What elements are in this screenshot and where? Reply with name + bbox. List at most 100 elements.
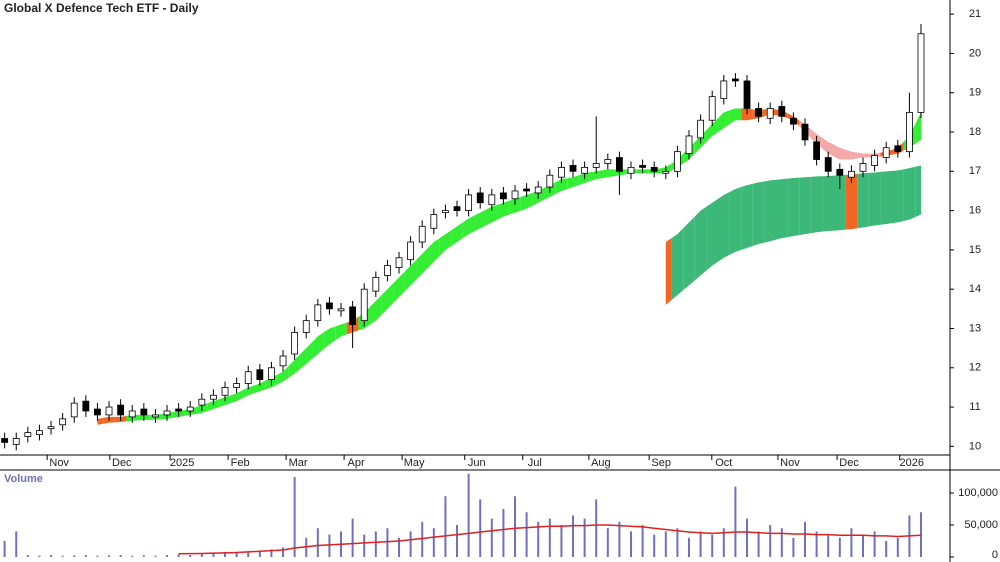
volume-bar xyxy=(73,555,76,557)
y-tick-label: 13 xyxy=(969,322,981,334)
candle-body xyxy=(82,400,90,412)
candle-body xyxy=(349,306,357,325)
candle-body xyxy=(337,308,345,312)
candle-body xyxy=(604,159,612,164)
volume-bar xyxy=(537,521,540,557)
candle-body xyxy=(488,194,496,206)
volume-bar xyxy=(84,555,87,557)
candle-body xyxy=(732,78,739,82)
volume-bar xyxy=(363,534,366,557)
band-segment xyxy=(915,165,922,218)
y-tick-label: 16 xyxy=(969,205,981,217)
candle-body xyxy=(268,367,275,380)
band-segment xyxy=(752,181,765,246)
candle-body xyxy=(210,394,217,400)
candle-body xyxy=(801,123,809,141)
candle-body xyxy=(720,80,728,100)
candle-body xyxy=(128,410,136,418)
volume-bar xyxy=(282,547,285,557)
band-segment xyxy=(706,118,719,142)
candle-body xyxy=(117,404,125,416)
volume-bar xyxy=(96,555,99,557)
candle-body xyxy=(186,406,194,412)
volume-bar xyxy=(38,555,41,557)
volume-bar xyxy=(293,477,296,557)
band-segment xyxy=(288,354,301,378)
candle-body xyxy=(256,369,264,380)
x-tick-label: Apr xyxy=(348,457,365,469)
volume-bar xyxy=(444,496,447,557)
candle-body xyxy=(882,147,890,158)
volume-bar xyxy=(804,521,807,557)
x-tick-label: 2026 xyxy=(899,457,923,469)
candle-body xyxy=(453,206,461,212)
volume-bar xyxy=(896,537,899,557)
candle-body xyxy=(152,414,159,418)
volume-bar xyxy=(108,555,111,557)
candle-body xyxy=(790,117,797,125)
band-segment xyxy=(729,108,742,125)
volume-bar xyxy=(189,555,192,557)
band-segment xyxy=(764,179,777,243)
volume-bar xyxy=(409,531,412,557)
volume-bar xyxy=(664,531,667,557)
x-tick-label: Nov xyxy=(780,457,800,469)
band-segment xyxy=(857,152,869,159)
band-segment xyxy=(602,169,614,179)
band-segment xyxy=(822,175,835,232)
band-segment xyxy=(799,176,811,236)
y-tick-label: 18 xyxy=(969,126,981,138)
band-segment xyxy=(370,295,382,325)
band-segment xyxy=(462,215,475,239)
volume-bar xyxy=(618,521,621,557)
candle-body xyxy=(824,157,832,172)
candle-body xyxy=(836,168,844,176)
candle-body xyxy=(36,430,43,435)
volume-bar xyxy=(212,553,215,557)
band-segment xyxy=(381,283,394,315)
band-segment xyxy=(428,238,440,268)
candle-body xyxy=(917,33,925,113)
candle-body xyxy=(662,170,670,174)
x-tick-label: Nov xyxy=(49,457,69,469)
volume-bar xyxy=(734,486,737,557)
volume-bar xyxy=(827,534,830,557)
candle-body xyxy=(24,432,32,437)
volume-bar xyxy=(502,509,505,557)
y-tick-label: 12 xyxy=(969,362,981,374)
candle-body xyxy=(685,135,693,155)
candle-body xyxy=(465,194,473,212)
band-segment xyxy=(404,259,417,292)
band-segment xyxy=(497,200,510,220)
volume-bar xyxy=(258,550,261,557)
candle-body xyxy=(1,438,9,443)
band-segment xyxy=(787,177,800,238)
candle-body xyxy=(59,418,67,426)
volume-bar xyxy=(920,512,923,557)
volume-bar xyxy=(119,555,122,557)
band-segment xyxy=(416,247,429,280)
band-segment xyxy=(590,170,603,182)
band-segment xyxy=(242,385,255,399)
volume-bar xyxy=(270,549,273,557)
x-tick-label: Mar xyxy=(289,457,308,469)
band-segment xyxy=(567,175,579,189)
volume-bar xyxy=(862,534,865,557)
volume-bar xyxy=(780,528,783,557)
band-segment xyxy=(335,322,347,341)
volume-bar xyxy=(479,499,482,557)
band-segment xyxy=(451,222,463,246)
band-segment xyxy=(694,206,707,281)
y-tick-label: 17 xyxy=(969,165,981,177)
candle-body xyxy=(70,402,78,418)
volume-bar xyxy=(711,534,714,557)
candle-body xyxy=(163,410,171,416)
band-segment xyxy=(845,149,858,160)
x-tick-label: 2025 xyxy=(170,457,194,469)
candle-body xyxy=(372,277,380,292)
volume-bar xyxy=(514,496,517,557)
candle-body xyxy=(384,265,391,276)
candle-body xyxy=(697,119,705,139)
volume-title: Volume xyxy=(4,473,43,485)
